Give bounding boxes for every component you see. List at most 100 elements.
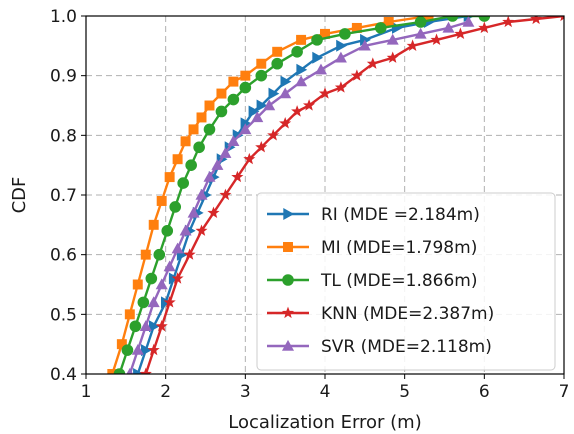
- series-point: [256, 99, 268, 112]
- series-point: [406, 39, 419, 52]
- legend-label: SVR (MDE=2.118m): [321, 337, 492, 357]
- series-point: [164, 172, 175, 183]
- series-point: [155, 278, 168, 290]
- series-point: [255, 140, 268, 153]
- series-point: [478, 21, 491, 34]
- series-point: [179, 224, 192, 236]
- series-point: [145, 272, 158, 285]
- series-point: [530, 16, 543, 25]
- legend-item: MI (MDE=1.798m): [267, 238, 477, 258]
- series-point: [312, 51, 324, 64]
- series-point: [231, 170, 244, 183]
- series-point: [291, 105, 304, 117]
- axis-ticks: 1 2 3 4 5 6 7 0.4 0.5 0.6 0.7 0.8 0.9 1.0: [50, 7, 569, 402]
- x-tick-label: 3: [240, 382, 251, 402]
- series-point: [502, 16, 515, 28]
- series-point: [147, 343, 160, 356]
- series-point: [107, 369, 118, 374]
- series-point: [560, 16, 564, 22]
- series-point: [336, 39, 348, 52]
- legend-marker: [283, 242, 293, 252]
- x-tick-label: 1: [81, 382, 92, 402]
- series-4: [126, 16, 475, 374]
- series-point: [227, 135, 240, 146]
- series-point: [334, 51, 347, 63]
- series-point: [256, 58, 267, 69]
- legend-item: KNN (MDE=2.387m): [267, 304, 494, 324]
- series-point: [113, 368, 126, 374]
- series-point: [446, 16, 459, 22]
- series-point: [153, 248, 166, 261]
- x-tick-label: 5: [399, 382, 410, 402]
- series-point: [279, 117, 292, 129]
- series-point: [132, 279, 143, 290]
- legend-label: KNN (MDE=2.387m): [321, 304, 494, 324]
- series-point: [227, 93, 240, 106]
- series-point: [163, 296, 176, 308]
- series-point: [183, 248, 196, 260]
- x-tick-label: 7: [559, 382, 570, 402]
- series-point: [124, 309, 135, 320]
- series-point: [129, 320, 142, 333]
- series-point: [177, 177, 189, 189]
- series-point: [271, 57, 284, 70]
- series-point: [334, 81, 348, 93]
- legend-marker: [283, 207, 295, 221]
- series-point: [358, 39, 371, 51]
- series-point: [195, 224, 208, 236]
- legend-marker: [281, 306, 295, 319]
- series-point: [386, 33, 399, 45]
- series-point: [219, 188, 232, 201]
- series-point: [171, 242, 184, 254]
- series-point: [204, 100, 215, 111]
- y-tick-label: 0.4: [50, 365, 77, 385]
- series-point: [196, 112, 207, 123]
- legend-item: RI (MDE =2.184m): [267, 205, 480, 225]
- series-point: [185, 159, 197, 171]
- series-point: [155, 319, 168, 332]
- series-point: [139, 320, 152, 332]
- series-point: [169, 201, 182, 213]
- series-point: [141, 344, 152, 357]
- series-point: [263, 99, 276, 111]
- x-axis-label: Localization Error (m): [228, 412, 422, 433]
- series-point: [239, 123, 252, 135]
- series-point: [163, 260, 176, 272]
- series-point: [280, 75, 292, 88]
- series-point: [374, 22, 387, 34]
- series-point: [203, 170, 216, 182]
- series-point: [366, 57, 379, 69]
- series-point: [215, 105, 228, 118]
- series-2: [113, 16, 491, 374]
- series-point: [302, 99, 316, 111]
- y-tick-label: 0.9: [50, 67, 77, 87]
- series-point: [414, 16, 427, 28]
- series-1: [107, 16, 434, 374]
- legend-marker: [281, 339, 295, 351]
- series-point: [267, 128, 280, 141]
- series-3: [139, 16, 564, 374]
- legend-label: RI (MDE =2.184m): [321, 205, 480, 225]
- series-point: [207, 206, 220, 218]
- series-point: [462, 16, 475, 27]
- series-point: [318, 87, 332, 99]
- series-point: [386, 51, 399, 63]
- series-point: [239, 81, 252, 94]
- y-tick-label: 0.5: [50, 305, 77, 325]
- series-point: [314, 63, 328, 75]
- series-point: [279, 87, 292, 99]
- series-point: [272, 46, 283, 57]
- legend-item: TL (MDE=1.866m): [267, 271, 478, 291]
- y-tick-label: 0.6: [50, 246, 77, 266]
- series-point: [311, 34, 323, 46]
- legend-box: [256, 192, 556, 371]
- series-point: [203, 123, 216, 136]
- x-tick-label: 4: [320, 382, 331, 402]
- legend-label: MI (MDE=1.798m): [321, 238, 477, 258]
- legend-marker: [282, 274, 294, 286]
- series-point: [148, 219, 159, 230]
- series-point: [255, 69, 268, 82]
- series-point: [291, 45, 303, 58]
- series-point: [248, 105, 260, 118]
- legend-label: TL (MDE=1.866m): [320, 271, 478, 291]
